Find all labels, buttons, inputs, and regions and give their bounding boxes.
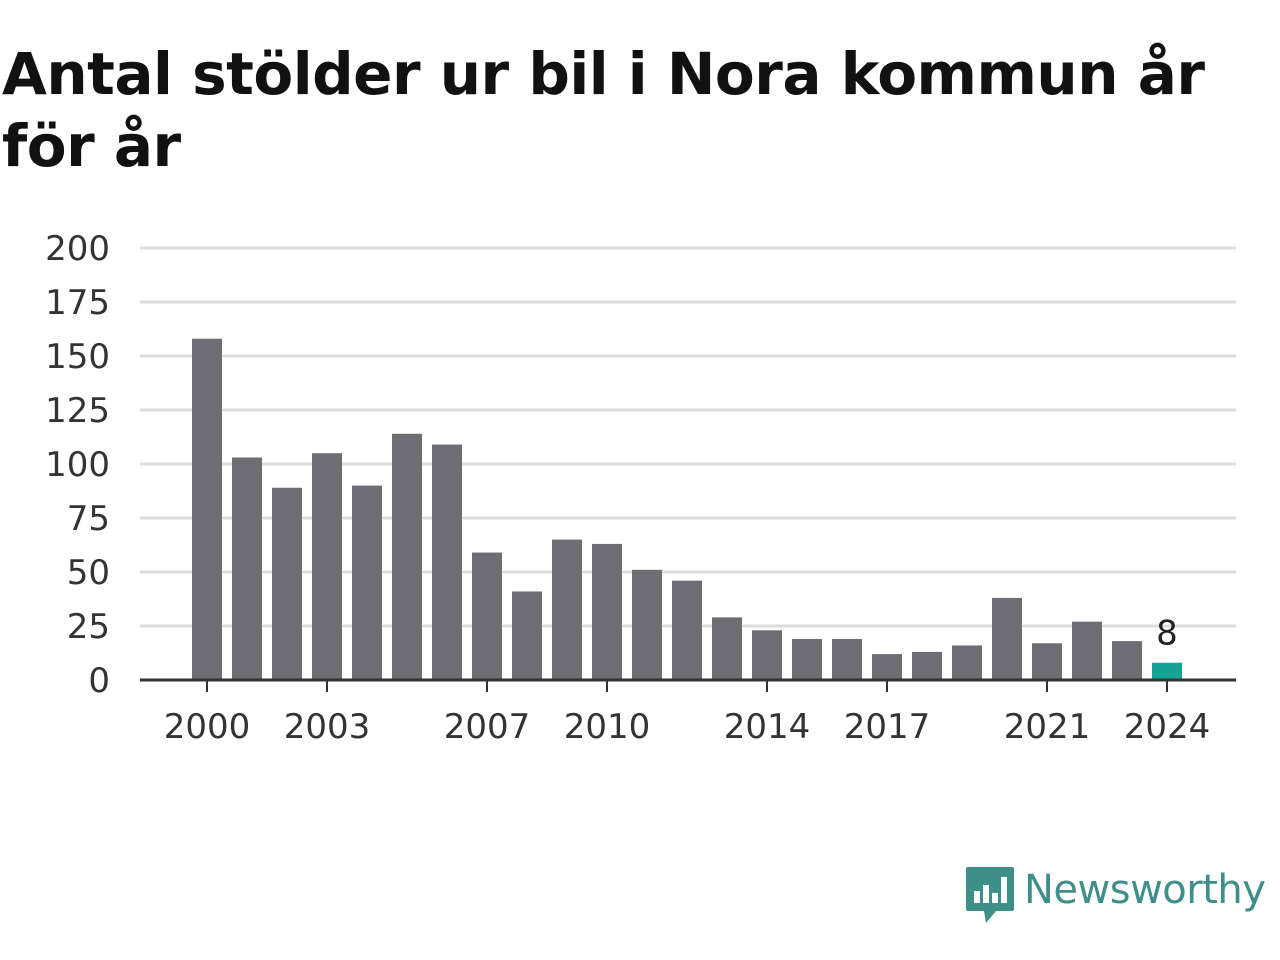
y-tick-label: 0 [88, 661, 110, 701]
x-tick-label: 2010 [564, 707, 651, 747]
y-tick-label: 125 [45, 391, 110, 431]
y-tick-label: 25 [67, 607, 110, 647]
bar [712, 617, 742, 680]
newsworthy-logo-icon [966, 867, 1014, 923]
data-label: 8 [1156, 614, 1178, 654]
bar [1032, 643, 1062, 680]
y-tick-label: 75 [67, 499, 110, 539]
bar [192, 338, 222, 680]
bar [832, 638, 862, 680]
bar [392, 433, 422, 680]
brand-name: Newsworthy [1024, 867, 1266, 913]
bar [1112, 641, 1142, 680]
newsworthy-logo: Newsworthy [964, 865, 1266, 927]
bar [872, 654, 902, 680]
x-tick-label: 2007 [444, 707, 531, 747]
chart-title: Antal stölder ur bil i Nora kommun år fö… [2, 40, 1205, 180]
bar [232, 457, 262, 680]
y-tick-label: 100 [45, 445, 110, 485]
y-axis-tick-labels: 0 25 50 75 100 125 150 175 200 [45, 229, 110, 701]
bar [912, 651, 942, 680]
x-tick-label: 2024 [1124, 707, 1211, 747]
x-tick-label: 2017 [844, 707, 931, 747]
bar [352, 485, 382, 680]
y-tick-label: 50 [67, 553, 110, 593]
bar [792, 638, 822, 680]
bar [552, 539, 582, 680]
y-tick-label: 150 [45, 337, 110, 377]
bar [992, 597, 1022, 680]
bars [192, 338, 1182, 680]
bar [672, 580, 702, 680]
x-tick-label: 2021 [1004, 707, 1091, 747]
x-tick-label: 2003 [284, 707, 371, 747]
x-axis-tick-labels: 2000 2003 2007 2010 2014 2017 2021 2024 [164, 707, 1211, 747]
y-tick-label: 175 [45, 283, 110, 323]
bar [312, 453, 342, 680]
bar [752, 630, 782, 680]
y-tick-label: 200 [45, 229, 110, 269]
x-axis [140, 678, 1236, 692]
bar [592, 543, 622, 680]
bar [1152, 662, 1182, 680]
data-labels: 8 [1156, 614, 1178, 654]
bar [1072, 621, 1102, 680]
x-tick-label: 2014 [724, 707, 811, 747]
bar [272, 487, 302, 680]
bar [432, 444, 462, 680]
bar [512, 591, 542, 680]
bar [472, 552, 502, 680]
gridlines [140, 246, 1236, 628]
bar [952, 645, 982, 680]
x-tick-label: 2000 [164, 707, 251, 747]
bar [632, 569, 662, 680]
